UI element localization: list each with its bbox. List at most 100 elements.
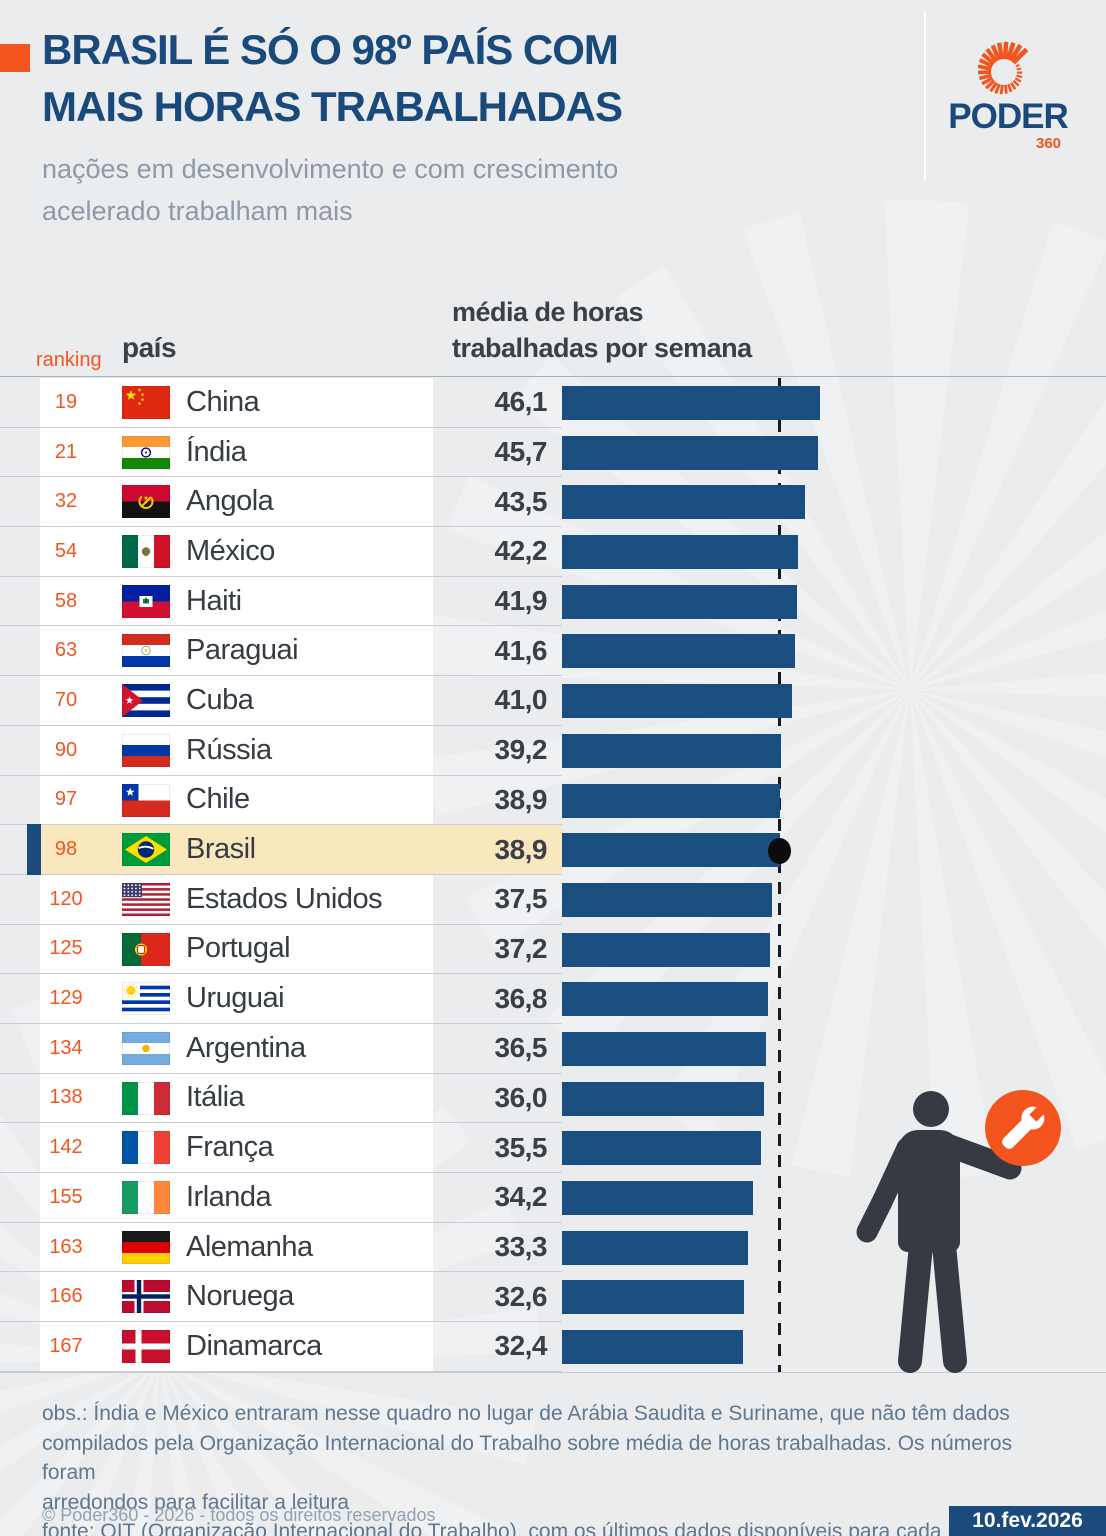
flag-chile-icon	[122, 783, 170, 817]
table-row: 163 Alemanha 33,3	[0, 1222, 1106, 1273]
row-cell-background	[40, 676, 433, 725]
ranking-value: 142	[49, 1136, 83, 1159]
row-cell-background	[40, 725, 433, 775]
ranking-value: 21	[54, 440, 78, 463]
row-left-section: 142 França 35,5	[0, 1123, 562, 1173]
flag-italia-icon	[122, 1081, 170, 1115]
country-name: Chile	[186, 783, 250, 816]
row-cell-background	[40, 477, 433, 527]
hours-value: 42,2	[494, 535, 548, 567]
row-left-section: 70 Cuba 41,0	[0, 676, 562, 726]
footnote-source: fonte: OIT (Organização Internacional do…	[42, 1520, 988, 1536]
table-row: 129 Uruguai 36,8	[0, 974, 1106, 1024]
date-badge: 10.fev.2026	[949, 1506, 1106, 1536]
worker-silhouette	[856, 1091, 1022, 1373]
country-name: Brasil	[186, 833, 256, 866]
wrench-icon	[1002, 1102, 1049, 1149]
flag-india-icon	[122, 435, 170, 469]
table-row: 21 Índia 45,7	[0, 427, 1106, 478]
row-cell-background	[40, 924, 433, 974]
column-header-ranking: ranking	[36, 349, 102, 371]
page-title-line2: MAIS HORAS TRABALHADAS	[42, 83, 623, 130]
flag-angola-icon	[122, 485, 170, 519]
hours-bar	[562, 833, 780, 868]
hours-value: 36,8	[494, 982, 548, 1014]
hours-bar	[562, 1230, 749, 1265]
hours-value: 41,0	[494, 684, 548, 716]
country-name: Índia	[186, 435, 247, 468]
flag-mexico-icon	[122, 535, 170, 569]
hours-value: 36,5	[494, 1032, 548, 1064]
hours-value: 41,6	[494, 634, 548, 666]
table-row: 19 China 46,1	[0, 378, 1106, 428]
hours-value: 32,4	[494, 1330, 548, 1362]
page-subtitle-line2: acelerado trabalham mais	[42, 196, 353, 226]
row-left-section: 19 China 46,1	[0, 378, 562, 428]
hours-value: 37,2	[494, 932, 548, 964]
ranking-value: 166	[49, 1285, 83, 1308]
page-title: BRASIL É SÓ O 98º PAÍS COM MAIS HORAS TR…	[42, 21, 623, 135]
row-cell-background	[40, 1272, 433, 1322]
wrench-badge-icon	[985, 1090, 1061, 1166]
row-cell-background	[40, 1073, 433, 1123]
country-name: Cuba	[186, 683, 254, 716]
country-name: Portugal	[186, 932, 291, 965]
row-left-section: 120 Estados Unidos 37,5	[0, 874, 562, 925]
hours-value: 43,5	[494, 485, 548, 517]
hours-value: 38,9	[494, 783, 548, 815]
country-name: Alemanha	[186, 1230, 313, 1263]
hours-value: 32,6	[494, 1280, 548, 1312]
hours-value: 38,9	[494, 833, 548, 865]
table-row: 142 França 35,5	[0, 1123, 1106, 1173]
worker-figure	[856, 1090, 1061, 1373]
hours-bar	[562, 982, 768, 1017]
page-title-line1: BRASIL É SÓ O 98º PAÍS COM	[42, 26, 619, 73]
chart-bottom-line	[0, 1372, 1106, 1373]
ranking-value: 129	[49, 987, 83, 1010]
flag-portugal-icon	[122, 932, 170, 966]
flag-uruguai-icon	[122, 982, 170, 1016]
hours-bar	[562, 733, 782, 768]
flag-alemanha-icon	[122, 1230, 170, 1264]
ranking-value: 97	[54, 788, 78, 811]
hours-bar	[562, 634, 795, 669]
country-name: Paraguai	[186, 634, 299, 667]
hours-bar	[562, 1280, 745, 1315]
flag-noruega-icon	[122, 1280, 170, 1314]
flag-cuba-icon	[122, 684, 170, 718]
country-name: Itália	[186, 1081, 245, 1114]
hours-bar	[562, 386, 820, 420]
ranking-value: 120	[49, 887, 83, 910]
flag-irlanda-icon	[122, 1181, 170, 1214]
ranking-value: 98	[54, 838, 78, 861]
table-row: 54 México 42,2	[0, 527, 1106, 577]
footnote-obs-line3: arredondos para facilitar a leitura	[42, 1490, 350, 1514]
title-accent-square	[0, 44, 30, 72]
poder360-logo-text: PODER	[948, 97, 1068, 136]
hours-bar	[562, 1181, 754, 1215]
country-name: França	[186, 1131, 274, 1164]
table-row: 70 Cuba 41,0	[0, 676, 1106, 726]
footnotes: obs.: Índia e México entraram nesse quad…	[42, 1399, 1052, 1536]
page-subtitle-line1: nações em desenvolvimento e com crescime…	[42, 154, 619, 184]
row-cell-background	[40, 974, 433, 1023]
hours-value: 39,2	[494, 734, 548, 766]
hours-value: 36,0	[494, 1081, 548, 1113]
table-row: 97 Chile 38,9	[0, 775, 1106, 826]
country-name: Rússia	[186, 733, 272, 766]
country-name: Angola	[186, 485, 274, 518]
table-row: 155 Irlanda 34,2	[0, 1173, 1106, 1223]
table-row: 134 Argentina 36,5	[0, 1023, 1106, 1074]
country-name: China	[186, 385, 260, 418]
country-name: Estados Unidos	[186, 882, 383, 915]
country-name: Noruega	[186, 1280, 294, 1313]
row-left-section: 163 Alemanha 33,3	[0, 1222, 562, 1273]
row-cell-background	[40, 1023, 433, 1073]
ranking-value: 167	[49, 1334, 83, 1357]
country-name: Argentina	[186, 1031, 306, 1064]
row-cell-background	[40, 1173, 433, 1222]
ranking-value: 58	[54, 589, 78, 612]
ranking-value: 54	[54, 539, 78, 562]
flag-franca-icon	[122, 1131, 170, 1165]
row-left-section: 129 Uruguai 36,8	[0, 974, 562, 1024]
